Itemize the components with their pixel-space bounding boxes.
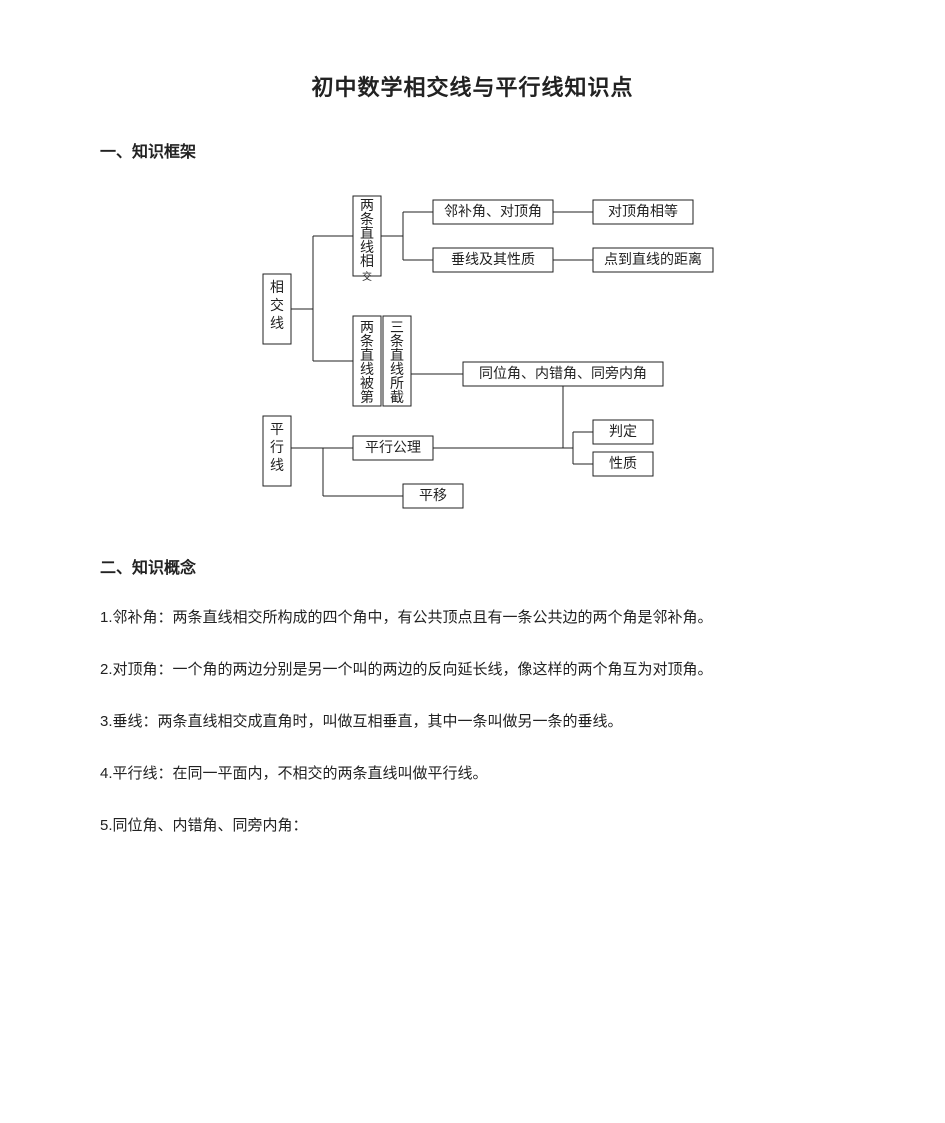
node-root2-l2: 行 (270, 440, 284, 456)
node-n1-c3: 线 (360, 240, 374, 256)
node-root2-l1: 平 (270, 423, 284, 438)
node-n2b-c5: 截 (390, 390, 404, 406)
node-root1-l2: 交 (270, 297, 284, 314)
node-n2a-c3: 线 (360, 362, 374, 378)
node-n2b-c4: 所 (390, 376, 404, 392)
node-n2a-c4: 被 (360, 376, 374, 392)
node-root1-l3: 线 (270, 316, 284, 332)
node-n1b2: 点到直线的距离 (604, 251, 702, 268)
node-p3: 性质 (609, 456, 637, 472)
diagram-container: 相 交 线 两 条 直 线 相 交 邻补角、对顶角 对顶角相等 垂线及其性质 点… (100, 186, 845, 526)
node-n2a-c2: 直 (360, 347, 374, 364)
node-n1-c5: 交 (362, 270, 372, 283)
concept-1: 1.邻补角：两条直线相交所构成的四个角中，有公共顶点且有一条公共边的两个角是邻补… (100, 606, 845, 630)
node-p2: 判定 (609, 424, 637, 440)
node-n2b-c2: 直 (390, 347, 404, 364)
node-root1-l1: 相 (270, 280, 284, 296)
node-n2a-c1: 条 (360, 333, 374, 350)
node-p4: 平移 (419, 488, 447, 504)
concept-4: 4.平行线：在同一平面内，不相交的两条直线叫做平行线。 (100, 762, 845, 786)
node-n1-c4: 相 (360, 254, 374, 270)
concept-2: 2.对顶角：一个角的两边分别是另一个叫的两边的反向延长线，像这样的两个角互为对顶… (100, 658, 845, 682)
page-title: 初中数学相交线与平行线知识点 (100, 70, 845, 102)
node-n1-c0: 两 (360, 199, 374, 214)
node-n1a2: 对顶角相等 (608, 203, 678, 220)
node-root2-l3: 线 (270, 458, 284, 474)
node-n2a-c0: 两 (360, 321, 374, 336)
section-2-heading: 二、知识概念 (100, 554, 845, 578)
node-n2a-c5: 第 (360, 389, 374, 406)
node-n2b-c1: 条 (390, 333, 404, 350)
document-page: 初中数学相交线与平行线知识点 一、知识框架 相 交 线 两 条 直 线 相 交 … (0, 0, 945, 1123)
section-1-heading: 一、知识框架 (100, 138, 845, 162)
node-n1a: 邻补角、对顶角 (444, 204, 542, 220)
concept-5: 5.同位角、内错角、同旁内角： (100, 814, 845, 838)
node-p1: 平行公理 (365, 440, 421, 456)
concept-3: 3.垂线：两条直线相交成直角时，叫做互相垂直，其中一条叫做另一条的垂线。 (100, 710, 845, 734)
knowledge-tree-diagram: 相 交 线 两 条 直 线 相 交 邻补角、对顶角 对顶角相等 垂线及其性质 点… (193, 186, 753, 526)
node-n2b-c3: 线 (390, 362, 404, 378)
node-n2c: 同位角、内错角、同旁内角 (479, 365, 647, 382)
node-n1-c1: 条 (360, 211, 374, 228)
node-n1b: 垂线及其性质 (451, 252, 535, 268)
node-n2b-c0: 三 (390, 321, 404, 336)
node-n1-c2: 直 (360, 225, 374, 242)
